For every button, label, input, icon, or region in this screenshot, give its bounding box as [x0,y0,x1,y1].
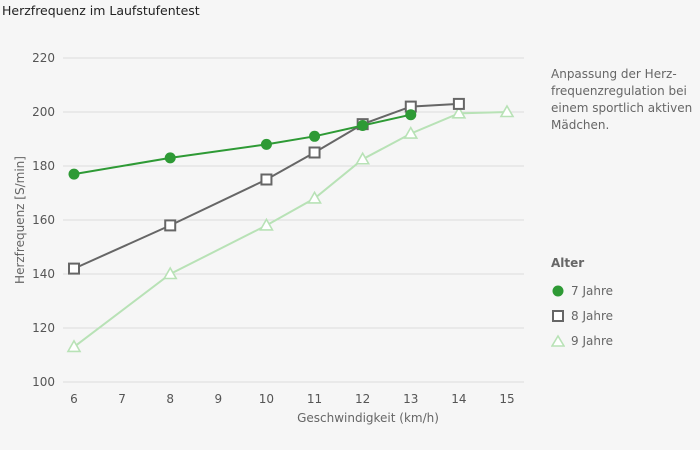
y-tick-label: 120 [32,321,55,335]
data-point-triangle [355,151,371,165]
data-point-square [68,262,80,275]
x-tick-label: 13 [403,392,418,406]
y-tick-label: 100 [32,375,55,389]
legend-title: Alter [551,256,585,270]
data-point-triangle [499,104,515,118]
y-tick-label: 140 [32,267,55,281]
y-tick-label: 220 [32,51,55,65]
data-point-triangle [66,339,82,353]
x-tick-label: 10 [259,392,274,406]
legend-label: 7 Jahre [571,283,613,298]
data-point-square [308,146,321,159]
data-point-circle [357,120,369,131]
x-tick-label: 15 [499,392,514,406]
data-point-triangle [451,105,467,119]
legend-label: 9 Jahre [571,333,613,348]
data-point-triangle [259,217,274,231]
series-line [73,102,459,270]
data-point-circle [260,138,272,150]
y-tick-labels: 100 120 140 160 180 200 220 [32,51,55,389]
x-tick-label: 11 [307,392,322,406]
legend-item-7-jahre: 7 Jahre [551,278,613,303]
series-7-jahre [68,109,417,180]
data-point-square [260,173,273,186]
x-tick-label: 14 [451,392,466,406]
legend-item-9-jahre: 9 Jahre [551,328,613,353]
chart-title: Herzfrequenz im Laufstufentest [2,3,200,18]
data-point-circle [68,168,80,180]
y-axis-label: Herzfrequenz [S/min] [13,156,27,284]
data-point-circle [405,109,417,121]
gridlines [63,57,524,383]
x-tick-label: 6 [70,392,78,406]
data-point-square [452,97,465,110]
x-tick-label: 12 [355,392,370,406]
series-8-jahre [68,97,465,275]
x-tick-label: 8 [166,392,174,406]
series-line [73,111,508,348]
circle-marker-icon [552,285,564,296]
square-marker-icon [552,309,564,322]
x-tick-labels: 6 7 8 9 10 11 12 13 14 15 [70,392,514,406]
chart-annotation: Anpassung der Herz-frequenzregulation be… [551,67,693,132]
series-group [66,97,515,353]
legend-label: 8 Jahre [571,308,613,323]
data-point-circle [164,152,176,164]
x-axis-label: Geschwindigkeit (km/h) [297,411,439,425]
y-tick-label: 180 [32,159,55,173]
data-point-triangle [162,266,178,280]
series-line [73,113,411,176]
series-9-jahre [66,104,515,353]
y-tick-label: 200 [32,105,55,119]
legend-item-8-jahre: 8 Jahre [551,303,613,328]
data-point-circle [309,130,321,142]
y-tick-label: 160 [32,213,55,227]
legend: Alter 7 Jahre 8 Jahre 9 Jahre [551,256,613,353]
data-point-triangle [403,125,419,139]
x-tick-label: 9 [215,392,223,406]
data-point-triangle [307,190,322,204]
data-point-square [164,219,177,232]
x-tick-label: 7 [118,392,126,406]
triangle-marker-icon [551,333,565,347]
